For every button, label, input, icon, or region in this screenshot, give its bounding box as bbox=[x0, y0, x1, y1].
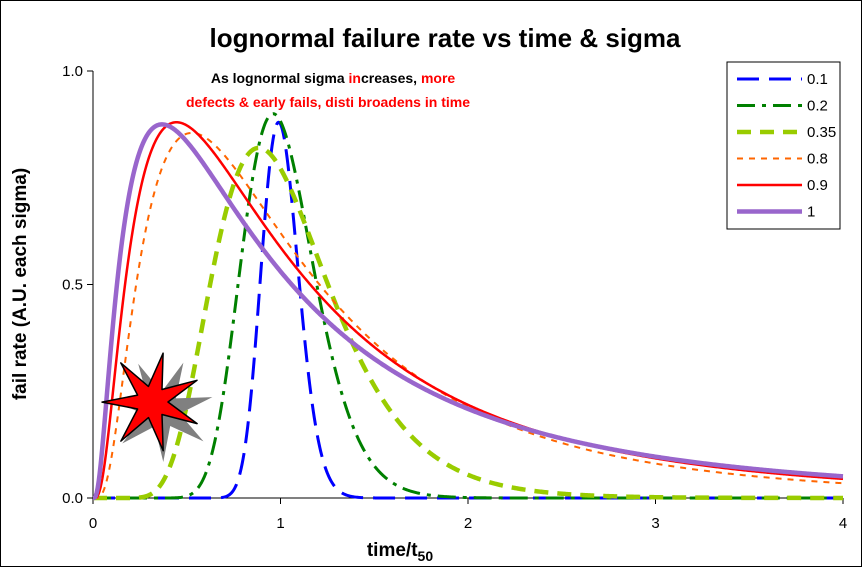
x-tick-label: 1 bbox=[276, 515, 284, 532]
annotation-fragment: As lognormal sigma bbox=[211, 70, 349, 86]
legend-label: 0.1 bbox=[807, 71, 828, 88]
series-line-0-2 bbox=[92, 112, 844, 500]
x-axis-label-main: time/t bbox=[367, 540, 418, 561]
y-tick-label: 1.0 bbox=[62, 63, 83, 80]
annotation-line-1: As lognormal sigma increases, more bbox=[211, 70, 456, 86]
legend-label: 0.9 bbox=[807, 177, 828, 194]
star-shape bbox=[101, 352, 198, 452]
annotation-fragment: in bbox=[349, 70, 361, 86]
x-axis-label: time/t50 bbox=[367, 540, 433, 564]
y-tick-label: 0.0 bbox=[62, 490, 83, 507]
legend-label: 1 bbox=[807, 204, 815, 221]
series-line-1 bbox=[91, 122, 845, 501]
legend-label: 0.8 bbox=[807, 151, 828, 168]
x-axis-label-subscript: 50 bbox=[418, 548, 434, 564]
series-group bbox=[91, 112, 845, 501]
legend-label: 0.2 bbox=[807, 98, 828, 115]
x-tick-label: 0 bbox=[89, 515, 97, 532]
annotation-fragment: creases, bbox=[361, 70, 421, 86]
x-tick-label: 4 bbox=[839, 515, 847, 532]
chart-title: lognormal failure rate vs time & sigma bbox=[209, 23, 681, 53]
annotation-fragment: more bbox=[421, 70, 455, 86]
annotation-line-2: defects & early fails, disti broadens in… bbox=[186, 94, 470, 110]
y-tick-label: 0.5 bbox=[62, 277, 83, 294]
annotation: As lognormal sigma increases, more defect… bbox=[186, 70, 470, 110]
star-burst-icon bbox=[101, 352, 213, 462]
series-line-0-8 bbox=[92, 131, 844, 499]
legend-box bbox=[726, 61, 841, 230]
legend-label: 0.35 bbox=[807, 124, 836, 141]
x-tick-label: 2 bbox=[464, 515, 472, 532]
series-line-0-35 bbox=[91, 145, 845, 501]
legend: 0.1 0.2 0.35 0.8 0.9 1 bbox=[726, 61, 841, 230]
x-tick-label: 3 bbox=[651, 515, 659, 532]
y-axis-label: fail rate (A.U. each sigma) bbox=[10, 168, 31, 400]
